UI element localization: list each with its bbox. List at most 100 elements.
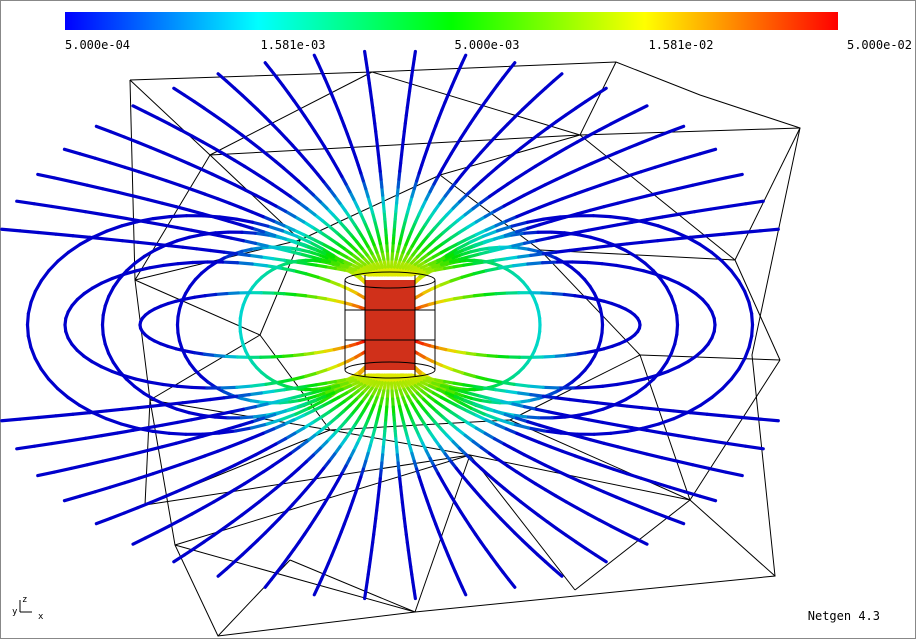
field-line-segment <box>710 386 725 399</box>
field-line-segment <box>227 201 243 210</box>
field-line-segment <box>585 260 604 266</box>
field-line-segment <box>705 232 726 238</box>
field-line-segment <box>203 192 220 201</box>
field-line-segment <box>642 269 658 276</box>
field-line-segment <box>216 233 233 240</box>
field-line-segment <box>222 250 239 256</box>
field-line-segment <box>643 377 656 389</box>
field-line-segment <box>537 201 553 210</box>
field-line-segment <box>505 255 521 261</box>
field-lines <box>0 49 780 601</box>
field-line-segment <box>232 553 244 564</box>
field-line-segment <box>584 546 598 557</box>
field-line-segment <box>601 420 619 427</box>
field-line-segment <box>181 245 199 251</box>
field-line-segment <box>554 396 572 402</box>
field-line-segment <box>277 129 288 141</box>
field-line-segment <box>412 49 417 62</box>
field-line-segment <box>71 410 92 416</box>
field-line-segment <box>586 384 605 390</box>
field-line-segment <box>720 259 733 273</box>
field-line-segment <box>320 246 335 257</box>
mesh-edge <box>129 79 211 156</box>
field-line-segment <box>276 247 292 253</box>
field-line-segment <box>573 294 587 299</box>
field-line-segment <box>526 217 546 224</box>
field-line-segment <box>270 354 286 359</box>
field-line-segment <box>482 237 497 245</box>
field-line-segment <box>615 220 634 227</box>
field-line-segment <box>444 391 457 399</box>
field-line-segment <box>266 224 285 233</box>
field-line-segment <box>284 502 295 514</box>
field-line-segment <box>125 261 137 273</box>
field-line-segment <box>642 373 659 381</box>
field-line-segment <box>656 224 675 233</box>
field-line-segment <box>747 334 754 349</box>
field-line-segment <box>469 248 482 254</box>
field-line-segment <box>471 439 483 450</box>
field-line-segment <box>483 292 498 297</box>
field-line-segment <box>498 380 516 386</box>
field-line-segment <box>740 229 762 235</box>
field-line-segment <box>524 164 538 174</box>
field-line-segment <box>456 212 467 223</box>
field-line-segment <box>576 232 592 239</box>
field-line-segment <box>305 433 317 444</box>
field-line-segment <box>235 393 251 398</box>
field-line-segment <box>280 229 299 238</box>
field-line-segment <box>683 490 702 498</box>
field-line-segment <box>222 152 237 162</box>
field-line-segment <box>252 170 266 180</box>
field-line-segment <box>536 553 548 564</box>
field-line-segment <box>511 262 530 268</box>
field-line-segment <box>499 399 515 406</box>
field-line-segment <box>66 242 82 254</box>
field-line-segment <box>167 122 183 132</box>
field-line-segment <box>131 536 147 546</box>
field-line-segment <box>540 291 555 296</box>
field-line-segment <box>85 183 105 191</box>
field-line-segment <box>265 399 281 406</box>
field-line-segment <box>448 386 462 393</box>
field-line-segment <box>271 182 284 193</box>
field-line-segment <box>15 444 37 451</box>
field-line-segment <box>168 214 189 219</box>
field-line-segment <box>666 365 681 373</box>
field-line-segment <box>292 228 306 237</box>
field-line-segment <box>216 567 228 578</box>
field-line-segment <box>243 188 258 197</box>
field-line-segment <box>221 177 237 187</box>
field-line-segment <box>542 215 562 221</box>
field-line-segment <box>101 187 120 194</box>
field-line-segment <box>313 427 324 438</box>
field-line-segment <box>707 176 728 184</box>
field-line-segment <box>543 177 559 187</box>
field-line-segment <box>239 206 254 214</box>
field-line-segment <box>492 204 506 213</box>
mesh-edge <box>509 419 691 501</box>
field-line-segment <box>645 428 665 435</box>
field-line-segment <box>462 351 477 356</box>
field-line-segment <box>726 202 748 209</box>
field-line-segment <box>250 220 270 228</box>
field-line-segment <box>536 126 549 137</box>
field-line-segment <box>124 377 137 389</box>
field-line-segment <box>319 393 335 404</box>
field-line-segment <box>32 441 54 448</box>
field-line-segment <box>262 176 275 186</box>
field-line-segment <box>453 349 467 355</box>
axes-triad: z y x <box>12 595 44 622</box>
field-line-segment <box>588 438 606 445</box>
field-line-segment <box>224 560 237 571</box>
field-line-segment <box>479 445 492 456</box>
field-line-segment <box>457 225 470 235</box>
field-line-segment <box>242 476 256 486</box>
field-line-segment <box>586 128 601 138</box>
field-line-segment <box>672 409 692 415</box>
field-line-segment <box>492 233 507 241</box>
field-line-segment <box>547 410 564 417</box>
field-line-segment <box>494 219 508 228</box>
axis-label: z <box>22 595 27 605</box>
field-line-segment <box>202 106 216 117</box>
